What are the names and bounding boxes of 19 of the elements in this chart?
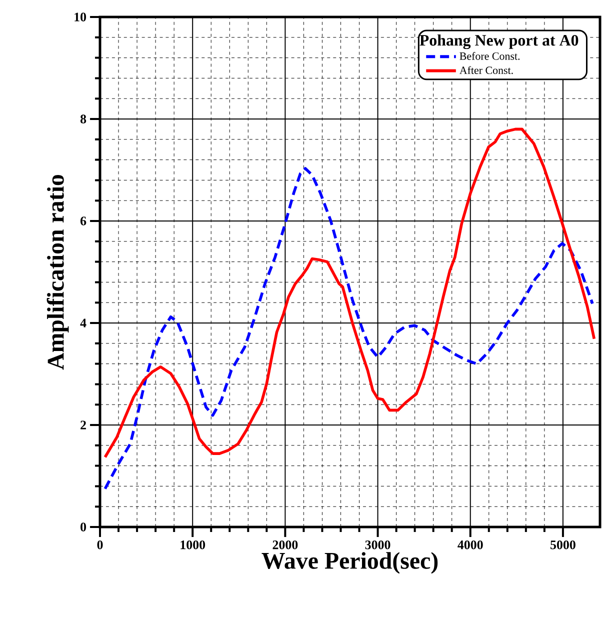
legend-label: Before Const. <box>460 52 520 60</box>
legend-label: After Const. <box>460 66 513 74</box>
x-tick-label: 1000 <box>180 540 206 550</box>
x-tick-label: 5000 <box>550 540 576 550</box>
x-tick-label: 4000 <box>458 540 483 550</box>
y-tick-label: 6 <box>80 216 86 226</box>
y-tick-label: 2 <box>80 420 86 430</box>
y-tick-label: 8 <box>80 114 86 124</box>
x-tick-label: 0 <box>97 540 103 550</box>
legend-title: Pohang New port at A0 <box>420 34 578 50</box>
y-tick-label: 10 <box>74 12 86 22</box>
x-tick-label: 3000 <box>365 540 390 550</box>
y-tick-label: 4 <box>80 318 86 328</box>
line-series <box>104 128 596 459</box>
line-series <box>104 167 594 490</box>
x-axis-title: Wave Period(sec) <box>262 552 438 574</box>
x-tick-label: 2000 <box>272 540 298 550</box>
y-axis-title: Amplification ratio <box>46 174 69 370</box>
y-tick-label: 0 <box>80 522 86 532</box>
